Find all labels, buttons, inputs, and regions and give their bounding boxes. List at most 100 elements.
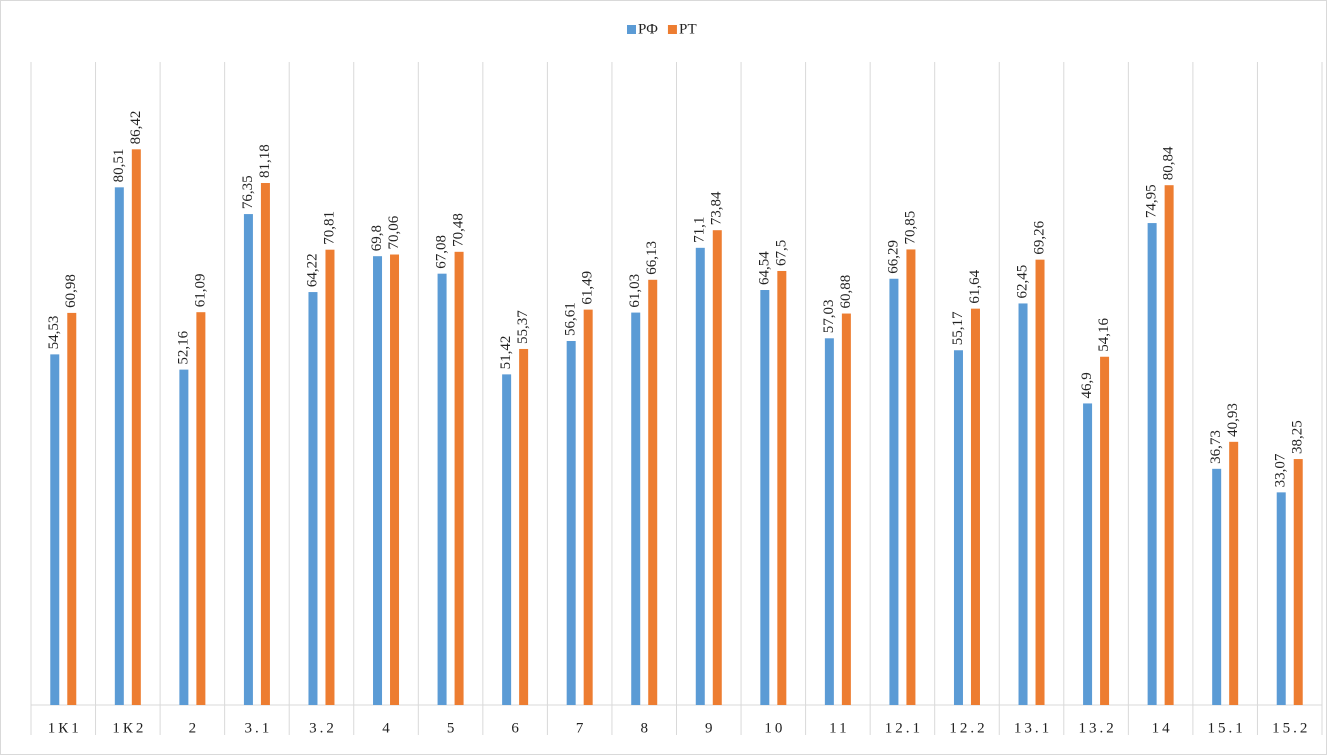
x-tick-label: 15.1 xyxy=(1208,720,1246,736)
data-label: 64,22 xyxy=(304,253,320,287)
data-label: 67,08 xyxy=(434,235,450,269)
bar xyxy=(1147,223,1157,705)
data-label: 73,84 xyxy=(709,191,725,225)
data-label: 33,07 xyxy=(1273,453,1289,487)
bar xyxy=(260,183,270,706)
data-label: 38,25 xyxy=(1290,420,1306,454)
x-tick-label: 8 xyxy=(640,720,651,736)
x-tick-label: 10 xyxy=(764,720,785,736)
bar xyxy=(970,308,980,705)
bar xyxy=(390,254,400,705)
data-label: 46,9 xyxy=(1079,372,1095,398)
legend-swatch xyxy=(627,25,636,34)
bar xyxy=(906,249,916,705)
data-label: 86,42 xyxy=(128,111,144,145)
data-label: 70,85 xyxy=(902,211,918,245)
data-label: 54,16 xyxy=(1096,318,1112,352)
legend-label: РТ xyxy=(679,21,697,37)
bar xyxy=(1035,259,1045,705)
bar xyxy=(502,374,512,705)
bar xyxy=(1100,356,1110,705)
bar xyxy=(308,292,318,705)
bar xyxy=(1293,459,1303,705)
bar xyxy=(179,369,189,705)
x-tick-label: 12.1 xyxy=(885,720,923,736)
data-label: 36,73 xyxy=(1208,430,1224,464)
data-label: 67,5 xyxy=(773,240,789,266)
data-label: 70,81 xyxy=(321,211,337,245)
data-label: 64,54 xyxy=(756,251,772,285)
data-label: 60,88 xyxy=(838,275,854,309)
x-tick-label: 14 xyxy=(1152,720,1173,736)
bar xyxy=(953,350,963,705)
bar xyxy=(373,256,383,705)
bar xyxy=(760,290,770,705)
bar xyxy=(824,338,834,705)
bar xyxy=(114,187,124,706)
data-label: 55,37 xyxy=(515,310,531,344)
bar xyxy=(889,278,899,705)
data-label: 70,48 xyxy=(451,213,467,247)
x-tick-label: 12.2 xyxy=(949,720,987,736)
data-label: 61,03 xyxy=(627,274,643,308)
x-tick-label: 3.2 xyxy=(309,720,337,736)
data-label: 80,84 xyxy=(1161,146,1177,180)
data-label: 40,93 xyxy=(1225,403,1241,437)
data-label: 56,61 xyxy=(563,302,579,336)
data-label: 81,18 xyxy=(257,144,273,178)
bar xyxy=(454,251,464,705)
data-label: 69,26 xyxy=(1031,220,1047,254)
data-label: 74,95 xyxy=(1144,184,1160,218)
data-label: 80,51 xyxy=(111,149,127,183)
data-label: 66,29 xyxy=(885,240,901,274)
x-tick-label: 3.1 xyxy=(245,720,273,736)
data-label: 57,03 xyxy=(821,300,837,334)
bar xyxy=(50,354,60,705)
bar xyxy=(196,312,206,705)
x-tick-label: 7 xyxy=(576,720,587,736)
data-label: 61,49 xyxy=(580,271,596,305)
bar xyxy=(243,214,253,705)
data-label: 66,13 xyxy=(644,241,660,275)
x-tick-label: 9 xyxy=(705,720,716,736)
bar xyxy=(1212,468,1222,705)
bar xyxy=(695,247,705,705)
x-tick-label: 5 xyxy=(447,720,458,736)
data-label: 54,53 xyxy=(46,316,62,350)
bar xyxy=(566,340,576,705)
x-tick-label: 4 xyxy=(382,720,393,736)
legend-label: РФ xyxy=(638,21,658,37)
data-label: 61,09 xyxy=(192,273,208,307)
data-label: 61,64 xyxy=(967,269,983,303)
data-label: 76,35 xyxy=(240,175,256,209)
bar xyxy=(1018,303,1028,705)
bar xyxy=(712,230,722,705)
data-label: 55,17 xyxy=(950,311,966,345)
x-tick-label: 15.2 xyxy=(1272,720,1310,736)
data-label: 62,45 xyxy=(1014,265,1030,299)
bar xyxy=(777,270,787,705)
bar xyxy=(841,313,851,705)
bar xyxy=(325,249,335,705)
data-label: 69,8 xyxy=(369,225,385,251)
data-label: 51,42 xyxy=(498,336,514,370)
x-tick-label: 6 xyxy=(511,720,522,736)
bar xyxy=(1083,403,1093,705)
legend-swatch xyxy=(667,25,677,34)
data-label: 52,16 xyxy=(175,330,191,364)
x-tick-label: 13.1 xyxy=(1014,720,1052,736)
bar xyxy=(648,279,658,705)
bar xyxy=(131,149,141,705)
bar xyxy=(437,273,447,705)
bar xyxy=(519,348,529,705)
x-tick-label: 2 xyxy=(189,720,200,736)
bar xyxy=(1276,492,1286,705)
x-tick-label: 13.2 xyxy=(1078,720,1116,736)
bar xyxy=(67,312,77,705)
bar xyxy=(583,309,593,705)
bar xyxy=(1164,185,1174,706)
data-label: 70,06 xyxy=(386,215,402,249)
legend: РФ РТ xyxy=(627,21,697,37)
x-tick-label: 1К2 xyxy=(112,720,146,736)
